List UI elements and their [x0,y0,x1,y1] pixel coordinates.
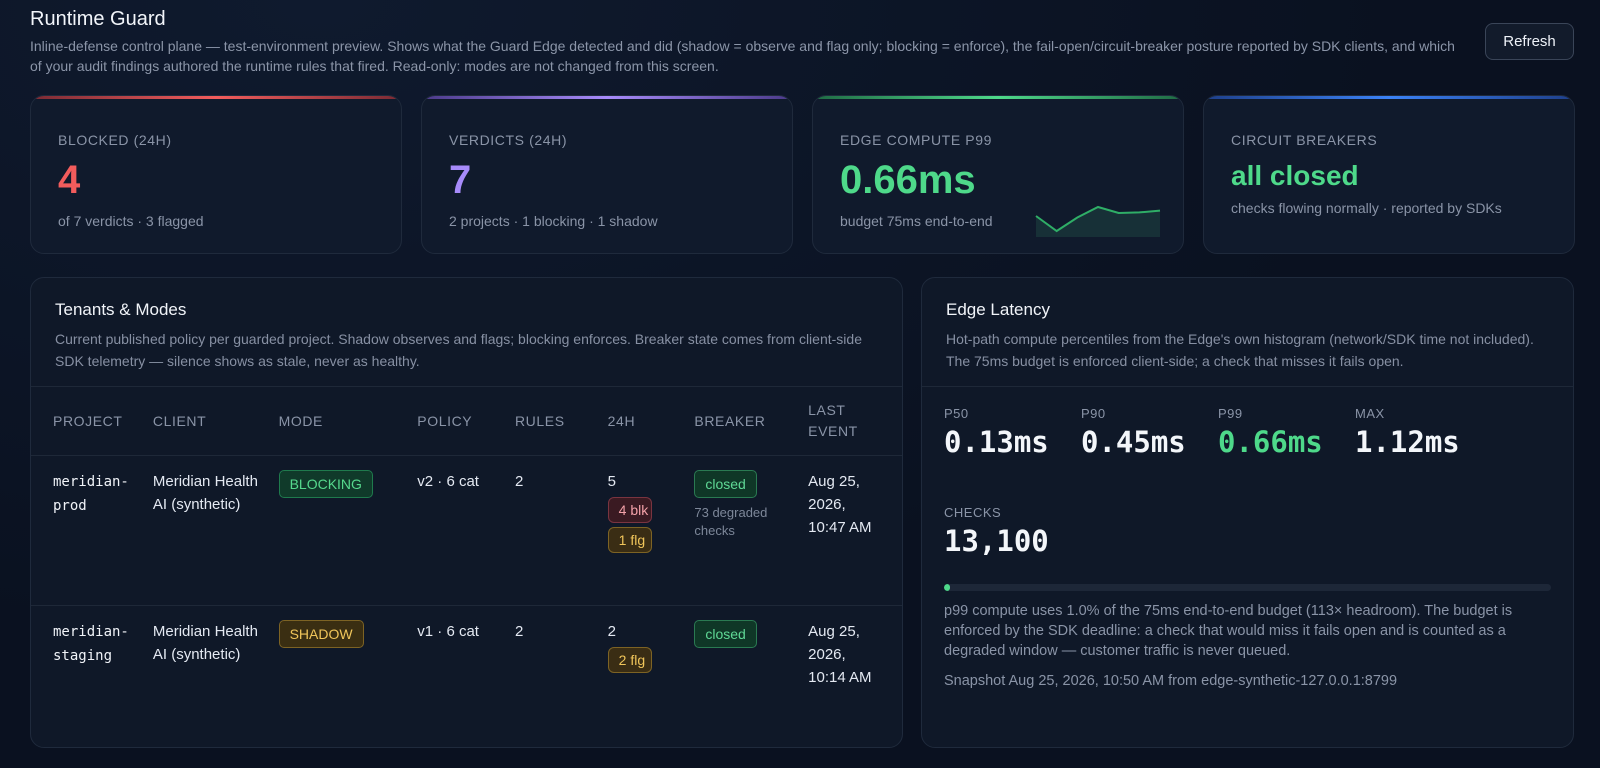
kpi-label: VERDICTS (24H) [449,132,568,148]
latency-panel-title: Edge Latency [946,300,1050,319]
metric-checks: CHECKS 13,100 [944,505,1049,558]
project-name[interactable]: meridian-prod [53,473,129,514]
metric-value: 0.45ms [1081,425,1186,459]
kpi-edge-compute-card: EDGE COMPUTE P99 0.66ms budget 75ms end-… [812,95,1184,254]
kpi-verdicts-card: VERDICTS (24H) 7 2 projects · 1 blocking… [421,95,793,254]
metric-label: CHECKS [944,505,1002,520]
metric-p99: P99 0.66ms [1218,406,1323,459]
last-event: Aug 25, 2026, 10:14 AM [808,622,872,686]
kpi-accent-bar [813,96,1183,99]
kpi-label: BLOCKED (24H) [58,132,172,148]
flagged-chip: 1 flg [607,526,652,553]
rules-count: 2 [514,472,524,490]
metric-value: 0.13ms [944,425,1049,459]
kpi-value: 7 [449,158,472,202]
client-name: Meridian Health AI (synthetic) [152,472,258,513]
metric-p50: P50 0.13ms [944,406,1049,459]
page-subtitle: Inline-defense control plane — test-envi… [30,38,1455,74]
tenants-panel: Tenants & Modes Current published policy… [30,277,903,748]
col-header-mode: MODE [278,387,418,456]
metric-label: P50 [944,406,969,421]
kpi-value: 4 [58,158,81,202]
col-header-project: PROJECT [31,387,153,456]
edge-latency-panel: Edge Latency Hot-path compute percentile… [921,277,1574,748]
col-header-breaker: BREAKER [694,387,809,456]
metric-value: 1.12ms [1355,425,1460,459]
kpi-accent-bar [422,96,792,99]
col-header-last-event: LAST EVENT [808,387,902,456]
col-header-24h: 24H [607,387,695,456]
verdict-total: 5 [607,472,617,490]
metric-value: 0.66ms [1218,425,1323,459]
blocked-chip: 4 blk [607,496,652,523]
client-name: Meridian Health AI (synthetic) [152,622,258,663]
budget-note: p99 compute uses 1.0% of the 75ms end-to… [944,603,1513,659]
table-row[interactable]: meridian-prod Meridian Health AI (synthe… [31,455,902,606]
kpi-sub: of 7 verdicts · 3 flagged [58,213,204,229]
col-header-rules: RULES [514,387,608,456]
snapshot-info: Snapshot Aug 25, 2026, 10:50 AM from edg… [944,673,1398,689]
kpi-label: CIRCUIT BREAKERS [1231,132,1378,148]
budget-progress-fill [944,584,951,591]
latency-panel-header: Edge Latency Hot-path compute percentile… [922,278,1573,387]
verdict-total: 2 [607,622,617,640]
kpi-accent-bar [31,96,401,99]
page-header: Runtime Guard Inline-defense control pla… [30,8,1470,76]
rules-count: 2 [514,622,524,640]
breaker-badge: closed [694,469,757,498]
kpi-accent-bar [1204,96,1574,99]
refresh-button[interactable]: Refresh [1485,23,1574,60]
metric-label: P99 [1218,406,1243,421]
tenants-panel-header: Tenants & Modes Current published policy… [31,278,902,387]
latency-panel-desc: Hot-path compute percentiles from the Ed… [946,331,1534,369]
metric-p90: P90 0.45ms [1081,406,1186,459]
degraded-checks: 73 degraded checks [694,504,768,538]
col-header-policy: POLICY [417,387,515,456]
kpi-circuit-breakers-card: CIRCUIT BREAKERS all closed checks flowi… [1203,95,1575,254]
sparkline-line [1035,205,1161,233]
kpi-value: all closed [1231,160,1359,191]
metric-value: 13,100 [944,524,1049,558]
table-header-row: PROJECT CLIENT MODE POLICY RULES 24H BRE… [31,387,902,456]
table-row[interactable]: meridian-staging Meridian Health AI (syn… [31,605,902,747]
policy-version: v1 · 6 cat [417,622,479,640]
tenants-table: PROJECT CLIENT MODE POLICY RULES 24H BRE… [31,387,902,747]
mode-badge: SHADOW [278,619,364,648]
flagged-chip: 2 flg [607,646,652,673]
kpi-label: EDGE COMPUTE P99 [840,132,992,148]
mode-badge: BLOCKING [278,469,373,498]
col-header-client: CLIENT [152,387,279,456]
tenants-panel-desc: Current published policy per guarded pro… [55,331,862,369]
kpi-blocked-card: BLOCKED (24H) 4 of 7 verdicts · 3 flagge… [30,95,402,254]
latency-sparkline [1035,205,1161,237]
project-name[interactable]: meridian-staging [53,623,129,664]
metric-label: P90 [1081,406,1106,421]
tenants-panel-title: Tenants & Modes [55,300,187,319]
page-title: Runtime Guard [30,8,166,30]
policy-version: v2 · 6 cat [417,472,479,490]
breaker-badge: closed [694,619,757,648]
sparkline-area [1036,207,1160,237]
last-event: Aug 25, 2026, 10:47 AM [808,472,872,536]
kpi-sub: 2 projects · 1 blocking · 1 shadow [449,213,658,229]
kpi-sub: checks flowing normally · reported by SD… [1231,200,1502,216]
metric-label: MAX [1355,406,1385,421]
metric-max: MAX 1.12ms [1355,406,1460,459]
kpi-value: 0.66ms [840,158,976,202]
budget-progress-bar [944,584,1551,591]
kpi-sub: budget 75ms end-to-end [840,213,993,229]
